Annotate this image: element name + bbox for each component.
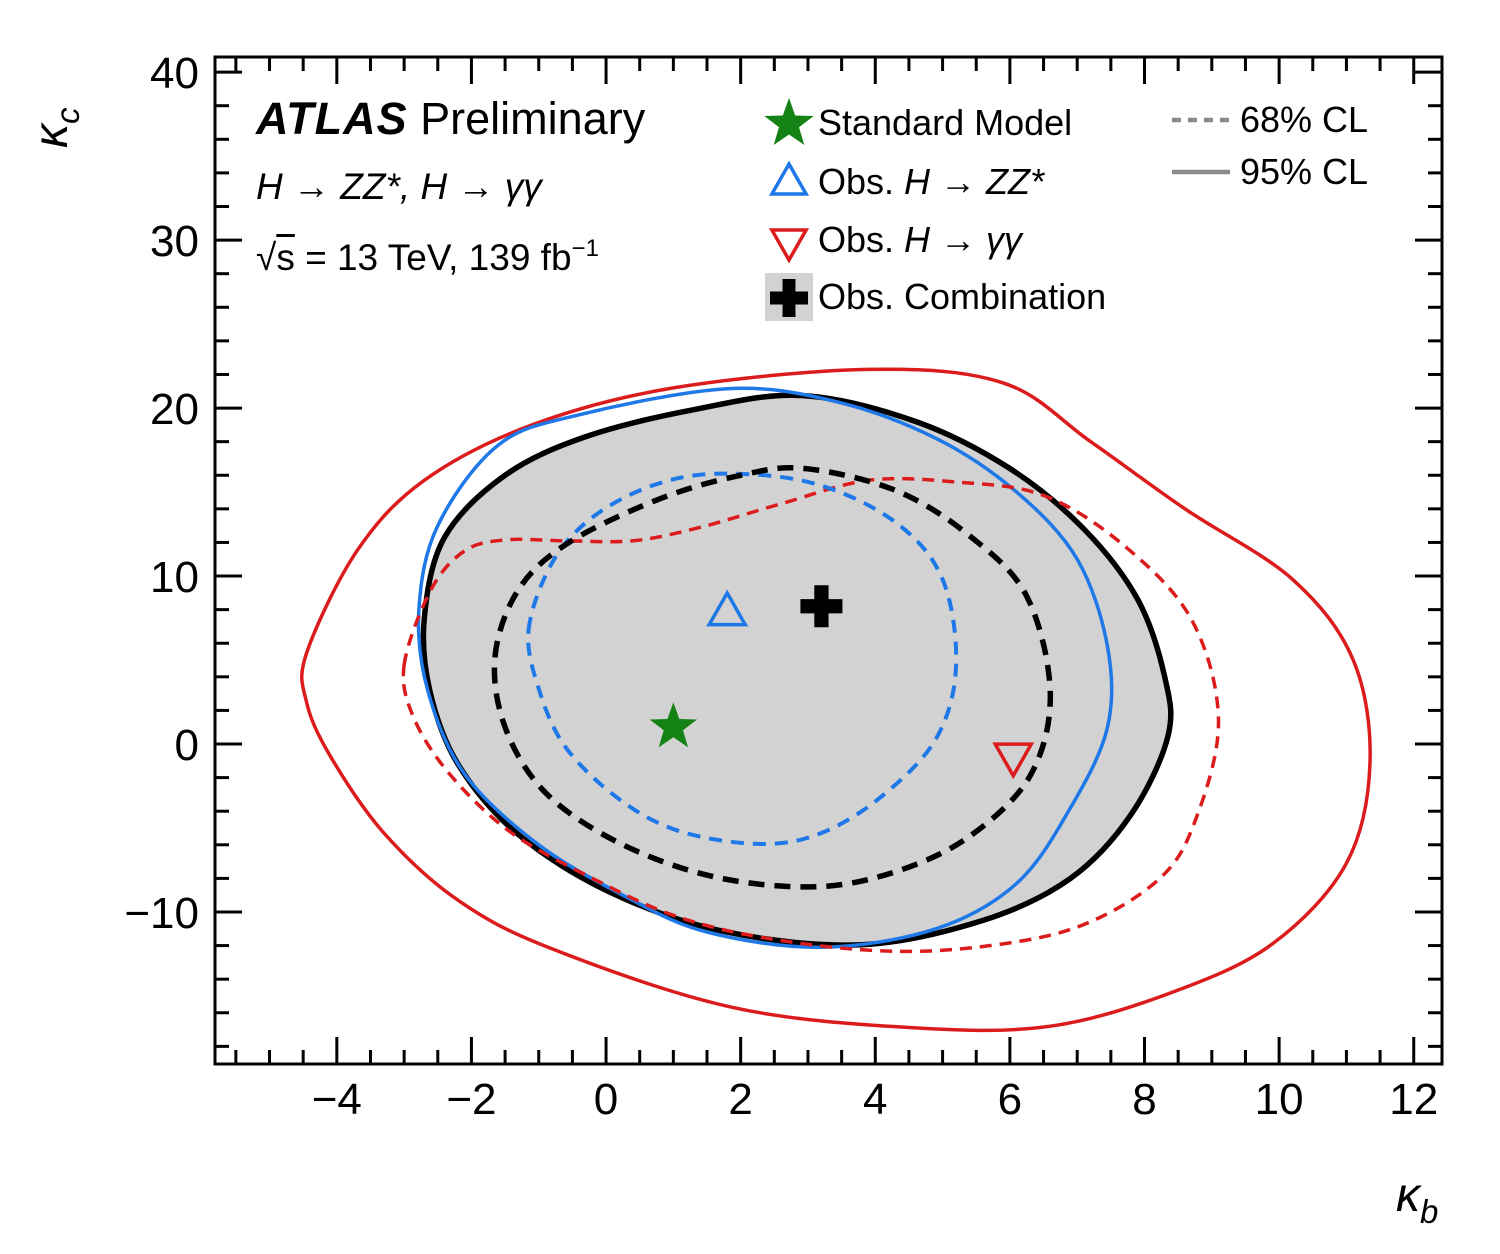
legend-label: Obs. <box>818 161 905 202</box>
energy-lumi-label: √s = 13 TeV, 139 fb−1 <box>256 228 645 279</box>
status-text: Preliminary <box>407 93 646 144</box>
legend-item-standard-model: Standard Model <box>760 94 1072 152</box>
legend-label: 95% CL <box>1240 151 1369 192</box>
legend-label: Obs. <box>818 219 905 260</box>
y-tick-label: 0 <box>175 721 199 770</box>
legend-label: 68% CL <box>1240 99 1369 140</box>
x-axis-title: κb <box>1396 1169 1439 1230</box>
y-tick-label: 10 <box>150 553 199 602</box>
x-tick-label: 10 <box>1255 1075 1304 1124</box>
experiment-label: ATLAS Preliminary <box>256 94 645 144</box>
x-tick-label: 8 <box>1132 1075 1156 1124</box>
marker-best-fit-gamgam <box>992 742 1035 780</box>
plot-frame <box>213 55 1444 1066</box>
legend-item-68cl: 68% CL <box>1172 99 1369 140</box>
x-tick-label: −2 <box>446 1075 496 1124</box>
cross-icon <box>765 273 813 321</box>
energy-lumi-text: = 13 TeV, 139 fb <box>294 237 572 278</box>
contour-gamgam-68 <box>401 476 1221 954</box>
legend-item-95cl: 95% CL <box>1172 151 1369 192</box>
x-tick-label: 6 <box>998 1075 1022 1124</box>
y-axis-title: κc <box>25 107 86 149</box>
contour-zz-68 <box>526 471 959 847</box>
marker-best-fit-zz <box>706 589 749 627</box>
solid-line-icon <box>1172 169 1230 175</box>
dashed-line-icon <box>1172 117 1230 123</box>
y-tick-label: 20 <box>150 385 199 434</box>
legend-item-obs-zz: Obs. H → ZZ* <box>760 153 1044 211</box>
legend-item-obs-combination: Obs. Combination <box>760 268 1106 326</box>
plot-annotations: ATLAS Preliminary H → ZZ*, H → γγ √s = 1… <box>256 94 645 279</box>
x-tick-label: 2 <box>728 1075 752 1124</box>
legend-label: Obs. Combination <box>818 276 1107 317</box>
sqrt-symbol: √ <box>256 237 277 278</box>
star-icon <box>764 98 814 145</box>
contour-gamgam-95 <box>300 367 1372 1033</box>
lumi-exponent: −1 <box>571 235 599 262</box>
y-tick-label: −10 <box>124 889 199 938</box>
sqrt-arg: s <box>276 237 295 278</box>
x-tick-label: 12 <box>1389 1075 1438 1124</box>
y-tick-label: 30 <box>150 217 199 266</box>
marker-standard-model <box>649 702 698 748</box>
triangle-up-icon <box>768 160 810 196</box>
process-label: H → ZZ*, H → γγ <box>256 166 542 207</box>
triangle-down-icon <box>768 228 810 264</box>
x-tick-label: 0 <box>594 1075 618 1124</box>
y-tick-label: 40 <box>150 49 199 98</box>
marker-best-fit-combination <box>800 585 843 628</box>
legend-item-obs-gamgam: Obs. H → γγ <box>760 211 1022 269</box>
x-tick-label: −4 <box>312 1075 362 1124</box>
contour-combination-68 <box>491 465 1054 890</box>
legend-label: Standard Model <box>818 102 1073 143</box>
atlas-logo-text: ATLAS <box>256 93 408 144</box>
x-tick-label: 4 <box>863 1075 887 1124</box>
contour-combination-95 <box>420 392 1174 948</box>
